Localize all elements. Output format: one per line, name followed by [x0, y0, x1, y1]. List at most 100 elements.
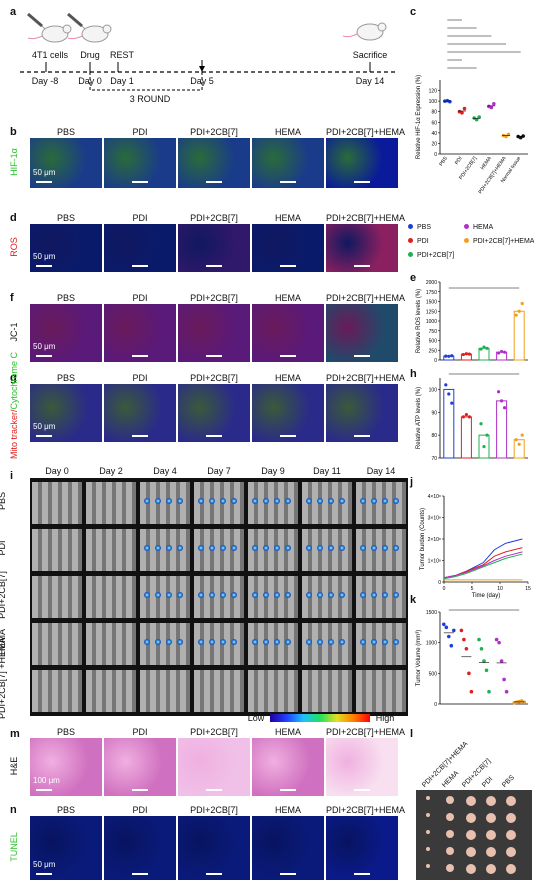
micrograph-m: 100 μm	[30, 738, 102, 796]
ivis-mice-cell	[86, 576, 136, 618]
scale-bar	[354, 355, 370, 357]
data-point	[479, 347, 483, 351]
data-point	[447, 392, 451, 396]
ivis-mice-cell	[32, 529, 82, 571]
y-tick-label: 750	[429, 329, 438, 335]
y-tick-label: 500	[429, 671, 438, 677]
scale-bar	[36, 789, 52, 791]
data-point	[504, 689, 509, 694]
bioluminescence-spot	[285, 545, 291, 551]
scale-bar	[280, 789, 296, 791]
column-title-f: PBS	[56, 293, 75, 303]
bioluminescence-spot	[328, 545, 334, 551]
legend-item: PBS	[408, 224, 431, 231]
bioluminescence-spot	[328, 498, 334, 504]
data-point	[517, 442, 521, 446]
tumor-specimen	[486, 830, 496, 840]
ivis-mice-cell	[194, 482, 244, 524]
timeline-cells: 4T1 cells	[31, 50, 68, 60]
micrograph-g	[252, 384, 324, 442]
tumor-specimen	[466, 847, 476, 857]
scale-bar	[354, 265, 370, 267]
bar	[496, 400, 508, 459]
scale-bar	[206, 355, 222, 357]
tumor-specimen	[426, 830, 430, 834]
data-point	[447, 634, 451, 639]
data-point	[514, 313, 518, 317]
bioluminescence-spot	[382, 498, 388, 504]
bioluminescence-spot	[371, 498, 377, 504]
scale-bar	[354, 873, 370, 875]
data-point	[467, 415, 471, 419]
scale-bar	[354, 435, 370, 437]
bioluminescence-spot	[328, 592, 334, 598]
y-tick-label: 90	[431, 410, 437, 416]
bioluminescence-spot	[382, 592, 388, 598]
tumor-specimen	[446, 830, 454, 838]
bioluminescence-spot	[339, 498, 345, 504]
micrograph-g	[326, 384, 398, 442]
bioluminescence-spot	[339, 639, 345, 645]
y-axis-label: Tumor Volume (mm³)	[416, 630, 422, 686]
bioluminescence-spot	[317, 592, 323, 598]
x-tick-label: 5	[471, 586, 474, 592]
column-title-d: PDI+2CB[7]	[190, 213, 238, 223]
micrograph-b: 50 μm	[30, 138, 102, 188]
legend-marker	[408, 224, 413, 229]
tumor-specimen	[466, 830, 476, 840]
bioluminescence-spot	[360, 498, 366, 504]
series-line	[443, 553, 523, 580]
bioluminescence-spot	[339, 592, 345, 598]
panel-label-g: g	[10, 372, 17, 384]
micrograph-f	[252, 304, 324, 362]
ivis-mice-cell	[248, 623, 298, 665]
legend-item: PDI+2CB[7]+HEMA	[464, 238, 534, 245]
legend-item: PDI	[408, 238, 429, 245]
column-title-g: PDI+2CB[7]+HEMA	[326, 373, 406, 383]
timeline-panel: 4T1 cells Drug REST Sacrifice Day -8 Day…	[20, 10, 405, 125]
data-point	[469, 689, 474, 694]
data-point	[494, 637, 499, 642]
tumor-specimen	[466, 864, 476, 874]
tumor-specimen	[506, 864, 516, 874]
micrograph-g	[178, 384, 250, 442]
x-tick-label: PBS	[438, 155, 449, 167]
timeline-day: Day 0	[78, 76, 102, 86]
x-tick-label: 10	[497, 586, 503, 592]
legend-marker	[408, 238, 413, 243]
column-title-m: PDI+2CB[7]	[190, 727, 238, 737]
scale-bar-label: 50 μm	[33, 342, 56, 351]
bioluminescence-spot	[198, 592, 204, 598]
row-label-g: Mito tracker/Cytochrome C	[9, 351, 19, 459]
data-point	[485, 346, 489, 350]
ivis-mice-cell	[302, 529, 352, 571]
x-tick-label: PDI	[454, 156, 464, 166]
column-title-m: HEMA	[274, 727, 301, 737]
data-point	[521, 134, 525, 138]
column-title-m: PBS	[56, 727, 75, 737]
panel-label-f: f	[10, 292, 14, 304]
bioluminescence-spot	[252, 545, 258, 551]
x-axis-label: Time (day)	[472, 593, 500, 599]
bioluminescence-spot	[198, 639, 204, 645]
bioluminescence-spot	[177, 545, 183, 551]
column-title-g: PDI	[132, 373, 148, 383]
bioluminescence-spot	[209, 592, 215, 598]
row-label-m: H&E	[9, 756, 19, 776]
bioluminescence-spot	[155, 498, 161, 504]
ivis-mice-cell	[140, 576, 190, 618]
ivis-mice-cell	[302, 482, 352, 524]
scale-bar	[354, 181, 370, 183]
scale-bar	[206, 181, 222, 183]
bioluminescence-spot	[263, 639, 269, 645]
ivis-mice-cell	[194, 576, 244, 618]
micrograph-n	[178, 816, 250, 880]
bioluminescence-spot	[285, 498, 291, 504]
column-title-d: HEMA	[274, 213, 301, 223]
data-point	[447, 354, 451, 358]
y-tick-label: 100	[429, 387, 438, 393]
legend-item: HEMA	[464, 224, 493, 231]
bioluminescence-spot	[220, 592, 226, 598]
micrograph-d	[326, 224, 398, 272]
ivis-day-label: Day 11	[313, 466, 341, 476]
